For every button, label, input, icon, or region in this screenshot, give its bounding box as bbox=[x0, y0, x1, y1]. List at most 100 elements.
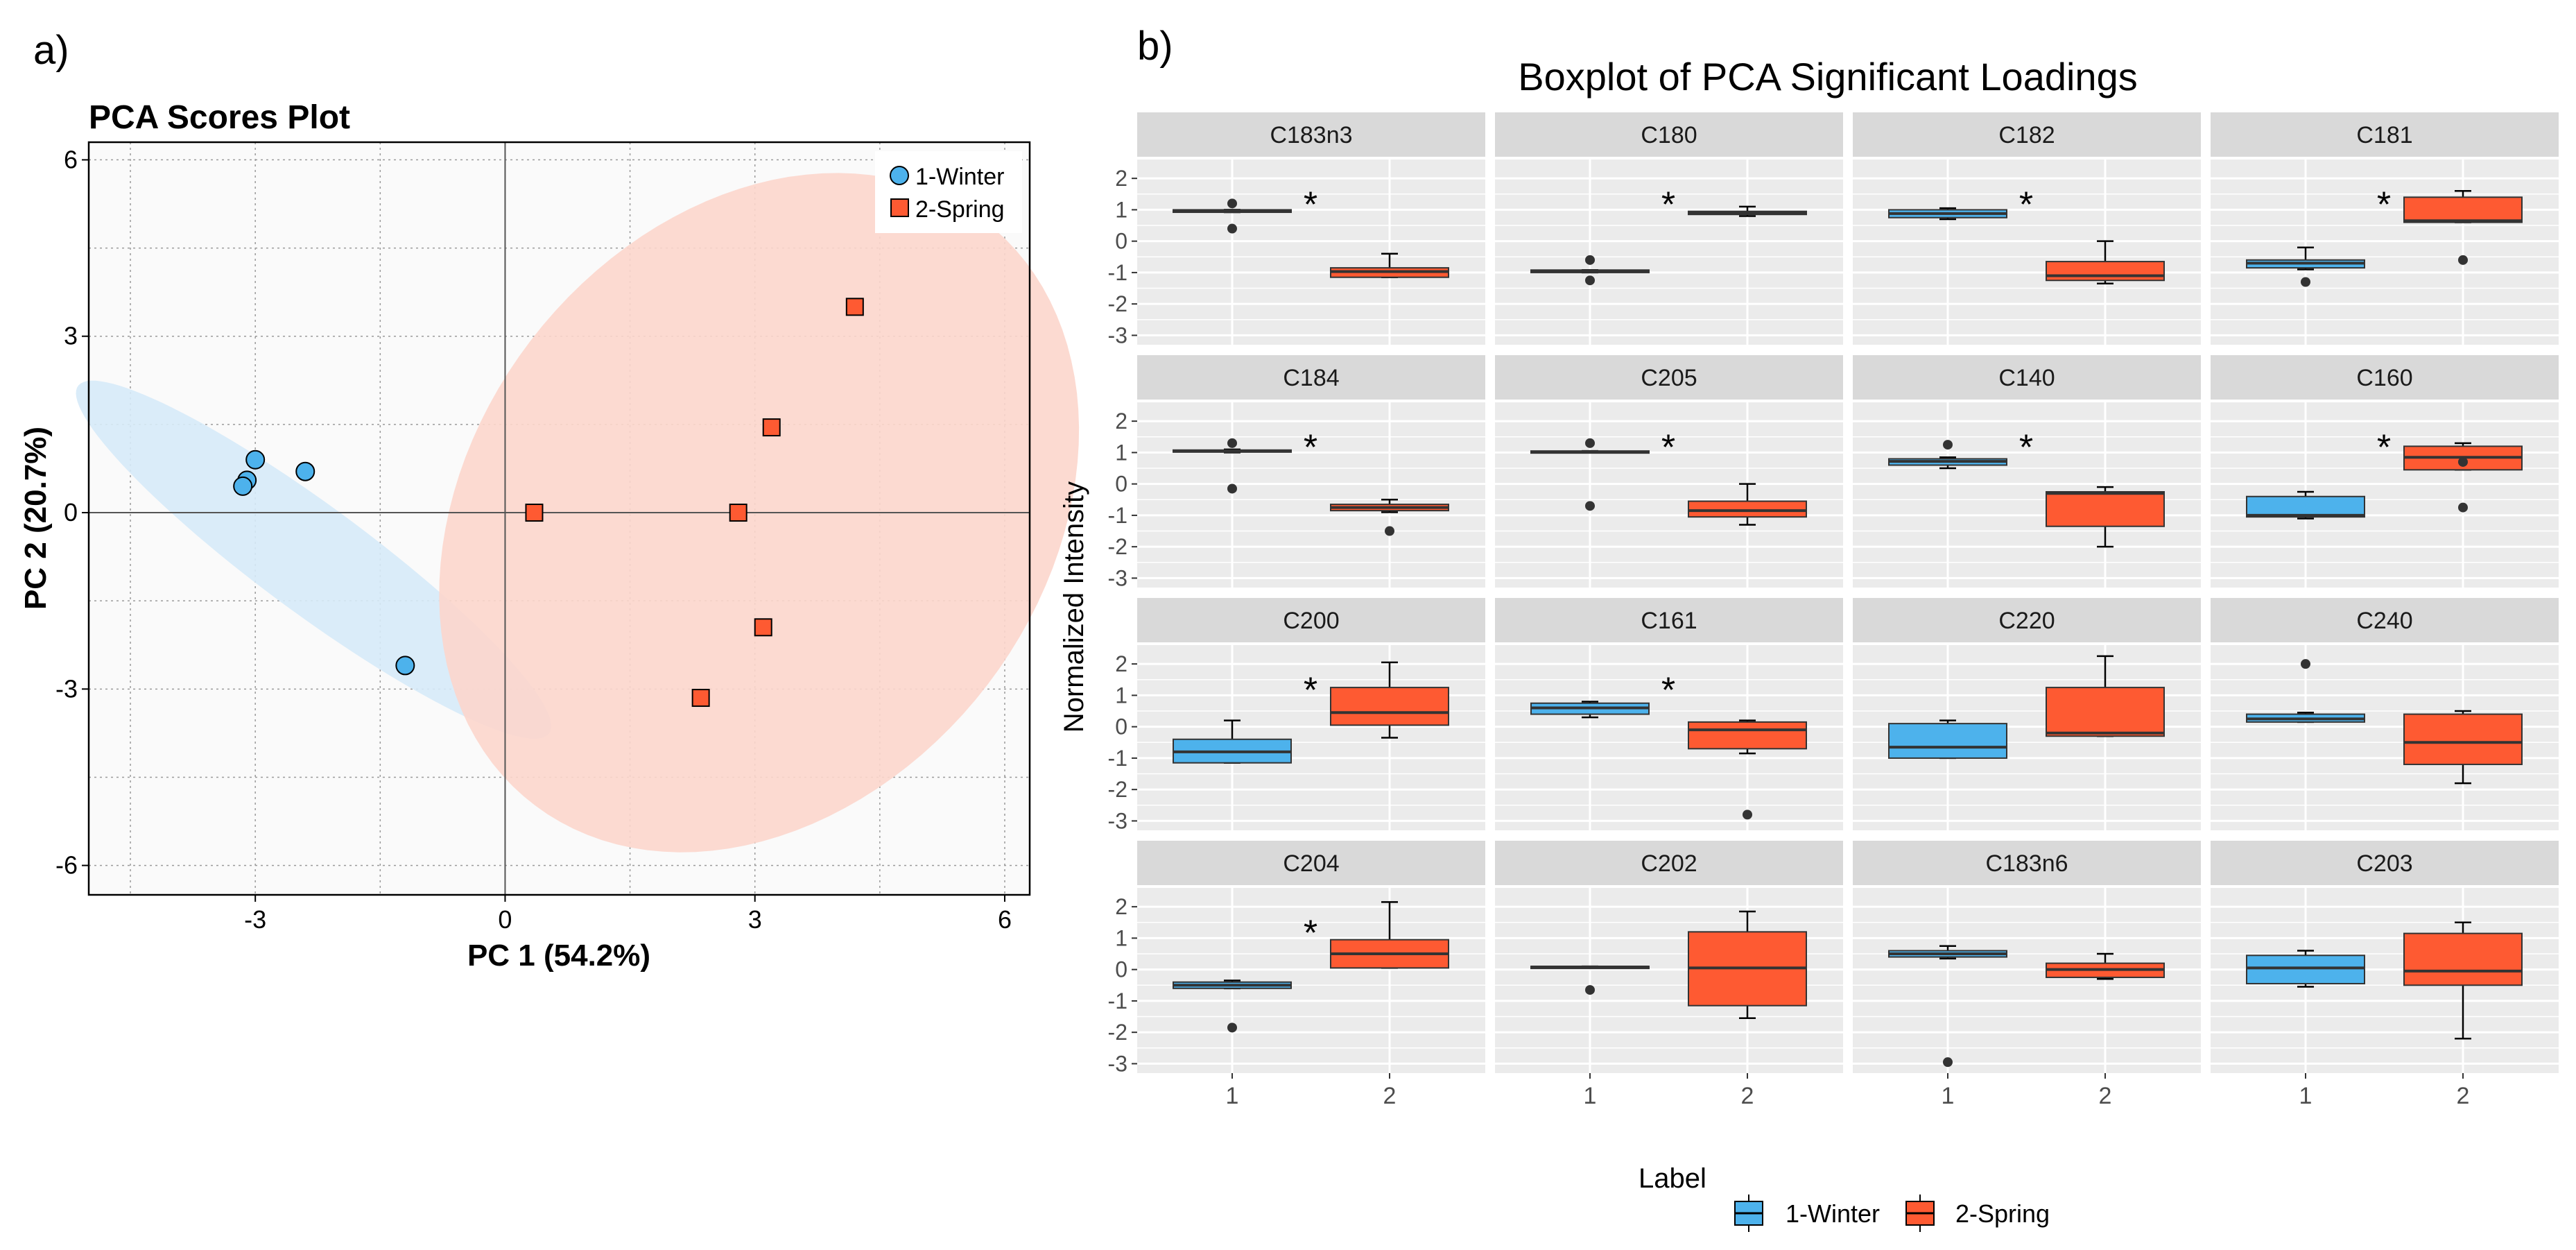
facet-panel bbox=[1137, 888, 1485, 1073]
pca-x-tick-label: -3 bbox=[244, 905, 266, 934]
box-winter bbox=[1530, 438, 1650, 511]
box-winter bbox=[1173, 198, 1292, 234]
pca-point-winter bbox=[295, 461, 315, 481]
box-winter bbox=[1888, 719, 2007, 760]
box-spring bbox=[2403, 190, 2523, 265]
facet-y-tick-label: 1 bbox=[1115, 683, 1127, 708]
facet-strip-label: C140 bbox=[1998, 365, 2055, 391]
box-outlier bbox=[2458, 456, 2468, 467]
box-winter bbox=[2246, 950, 2365, 988]
facet-y-tick-label: 1 bbox=[1115, 197, 1127, 222]
facet-strip-label: C205 bbox=[1641, 365, 1697, 391]
boxplot-facets: C183n3 * 2 1 0 -1 -2 -3 C180 * C182 * C181 * C184 * 2 1 0 -… bbox=[1108, 112, 2559, 1109]
box-iqr bbox=[1330, 687, 1449, 726]
box-outlier bbox=[1743, 810, 1752, 820]
facet-y-tick-label: -3 bbox=[1108, 808, 1127, 833]
facet-strip bbox=[1853, 841, 2201, 885]
facet-strip-label: C220 bbox=[1998, 608, 2055, 634]
facet-strip bbox=[1137, 598, 1485, 642]
facet-y-tick-label: -1 bbox=[1108, 988, 1127, 1013]
facet-c183n6: C183n6 1 2 bbox=[1853, 841, 2201, 1109]
facet-strip bbox=[1495, 112, 1843, 157]
box-spring bbox=[2046, 655, 2165, 737]
facet-strip bbox=[1137, 355, 1485, 400]
facet-y-tick-label: 2 bbox=[1115, 409, 1127, 434]
facet-strip-label: C202 bbox=[1641, 850, 1697, 877]
panel-a-label: a) bbox=[33, 28, 69, 73]
pca-y-tick-label: -6 bbox=[55, 851, 78, 880]
box-winter bbox=[2246, 659, 2365, 724]
box-spring bbox=[1330, 901, 1449, 969]
facet-strip bbox=[1853, 355, 2201, 400]
box-iqr bbox=[1688, 500, 1807, 518]
box-winter bbox=[1888, 207, 2007, 221]
facet-c203: C203 1 2 bbox=[2211, 841, 2559, 1109]
facet-c200: C200 * 2 1 0 -1 -2 -3 bbox=[1108, 598, 1485, 833]
box-winter bbox=[1173, 438, 1292, 494]
box-outlier bbox=[1227, 198, 1237, 209]
box-spring bbox=[1330, 499, 1449, 536]
box-iqr bbox=[2046, 687, 2165, 737]
boxplot-title: Boxplot of PCA Significant Loadings bbox=[1518, 55, 2137, 99]
facet-c180: C180 * bbox=[1495, 112, 1843, 345]
box-outlier bbox=[2301, 277, 2310, 287]
box-outlier bbox=[1943, 440, 1953, 450]
box-spring bbox=[1330, 252, 1449, 278]
facet-strip bbox=[2211, 841, 2559, 885]
facet-strip-label: C204 bbox=[1283, 850, 1339, 877]
pca-scores-chart: PCA Scores Plot -3 0 3 6 -6 -3 0 3 6 1-Winter 2-… bbox=[19, 99, 1080, 973]
facet-strip-label: C161 bbox=[1641, 608, 1697, 634]
boxplot-legend-spring-key bbox=[1905, 1195, 1935, 1232]
pca-point-winter bbox=[233, 476, 253, 496]
facet-y-tick-label: -3 bbox=[1108, 323, 1127, 348]
facet-y-tick-label: -1 bbox=[1108, 503, 1127, 528]
box-iqr bbox=[2246, 954, 2365, 985]
pca-point-spring bbox=[691, 689, 710, 708]
facet-y-tick-label: 1 bbox=[1115, 440, 1127, 465]
pca-y-tick-label: 6 bbox=[64, 145, 78, 173]
facet-y-tick-label: 1 bbox=[1115, 925, 1127, 950]
facet-x-tick-label: 2 bbox=[1741, 1083, 1754, 1109]
boxplot-y-axis-label: Normalized Intensity bbox=[1059, 481, 1089, 733]
facet-strip-label: C200 bbox=[1283, 608, 1339, 634]
box-spring bbox=[2403, 710, 2523, 785]
facet-panel bbox=[2211, 402, 2559, 588]
box-iqr bbox=[2246, 495, 2365, 518]
pca-ticks: -3 0 3 6 -6 -3 0 3 6 bbox=[55, 145, 1012, 934]
facet-panel bbox=[1853, 160, 2201, 345]
box-winter bbox=[2246, 490, 2365, 520]
facet-y-tick-label: -2 bbox=[1108, 777, 1127, 802]
facet-strip-label: C203 bbox=[2356, 850, 2412, 877]
facet-y-tick-label: -3 bbox=[1108, 1051, 1127, 1076]
boxplot-chart: Boxplot of PCA Significant Loadings C183… bbox=[1059, 55, 2559, 1232]
pca-legend-winter-label: 1-Winter bbox=[915, 164, 1004, 190]
facet-c205: C205 * bbox=[1495, 355, 1843, 588]
facet-panel bbox=[2211, 160, 2559, 345]
pca-x-tick-label: 6 bbox=[998, 905, 1012, 934]
significance-marker: * bbox=[1661, 185, 1675, 225]
facet-c184: C184 * 2 1 0 -1 -2 -3 bbox=[1108, 355, 1485, 590]
box-spring bbox=[2046, 240, 2165, 285]
box-outlier bbox=[1227, 223, 1237, 234]
facet-c240: C240 bbox=[2211, 598, 2559, 830]
facet-y-tick-label: -2 bbox=[1108, 291, 1127, 316]
facet-c183n3: C183n3 * 2 1 0 -1 -2 -3 bbox=[1108, 112, 1485, 348]
facet-strip bbox=[1853, 598, 2201, 642]
pca-x-tick-label: 0 bbox=[498, 905, 512, 934]
significance-marker: * bbox=[2377, 427, 2391, 468]
facet-strip bbox=[2211, 355, 2559, 400]
box-outlier bbox=[1227, 483, 1237, 494]
facet-c140: C140 * bbox=[1853, 355, 2201, 588]
facet-y-tick-label: 0 bbox=[1115, 472, 1127, 497]
pca-x-axis-label: PC 1 (54.2%) bbox=[467, 939, 650, 973]
box-spring bbox=[1688, 910, 1807, 1020]
box-outlier bbox=[1585, 255, 1595, 265]
boxplot-legend-title: Label bbox=[1639, 1163, 1706, 1194]
facet-c204: C204 * 2 1 0 -1 -2 -3 1 2 bbox=[1108, 841, 1485, 1109]
facet-strip bbox=[2211, 598, 2559, 642]
significance-marker: * bbox=[2019, 427, 2033, 468]
pca-ellipse-winter bbox=[76, 380, 551, 739]
pca-y-tick-label: 3 bbox=[64, 322, 78, 350]
pca-y-axis-label: PC 2 (20.7%) bbox=[19, 427, 53, 610]
facet-panel bbox=[1137, 402, 1485, 588]
